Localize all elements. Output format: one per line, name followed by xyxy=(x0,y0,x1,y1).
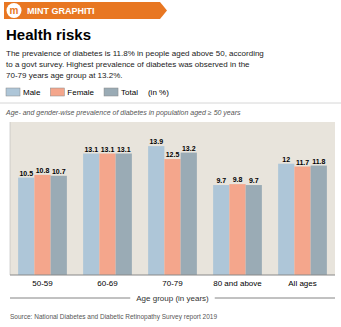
data-label: 10.5 xyxy=(19,170,33,177)
y-axis-line xyxy=(10,122,11,275)
x-label: Age group (in years) xyxy=(136,294,209,303)
data-label: 13.2 xyxy=(182,145,196,152)
data-label: 10.7 xyxy=(52,168,66,175)
data-label: 13.1 xyxy=(117,146,131,153)
data-label: 12 xyxy=(282,156,290,163)
x-axis-line xyxy=(10,275,335,276)
header: MINT GRAPHITI xyxy=(27,6,95,16)
subtitle: The prevalence of diabetes is 11.8% in p… xyxy=(6,49,264,80)
legend-title: (in %) xyxy=(148,88,169,97)
data-label: 9.7 xyxy=(216,177,226,184)
bar xyxy=(34,175,50,275)
x-tick-label: 60-69 xyxy=(97,279,118,288)
bar xyxy=(148,146,164,275)
bar xyxy=(213,185,229,275)
x-tick-label: 50-59 xyxy=(32,279,53,288)
data-label: 12.5 xyxy=(166,151,180,158)
bar xyxy=(181,153,197,275)
bar xyxy=(83,154,99,275)
data-label: 10.8 xyxy=(36,167,50,174)
legend-label: Male xyxy=(23,88,41,97)
legend-label: Total xyxy=(121,88,138,97)
bar xyxy=(18,178,34,275)
plot-background xyxy=(10,122,335,275)
legend-swatch xyxy=(104,88,118,96)
legend-swatch xyxy=(50,88,64,96)
data-label: 11.8 xyxy=(312,158,325,165)
data-label: 13.1 xyxy=(84,146,98,153)
bar xyxy=(311,166,327,275)
x-tick-label: 70-79 xyxy=(162,279,183,288)
data-label: 13.9 xyxy=(149,138,163,145)
data-label: 13.1 xyxy=(101,146,115,153)
legend-label: Female xyxy=(67,88,94,97)
bar xyxy=(278,164,294,275)
separator xyxy=(0,103,341,104)
data-label: 9.8 xyxy=(233,176,243,183)
legend-swatch xyxy=(6,88,20,96)
logo: m xyxy=(10,5,19,16)
chart-subtitle: Age- and gender-wise prevalence of diabe… xyxy=(5,109,241,117)
source: Source: National Diabetes and Diabetic R… xyxy=(10,313,217,321)
x-label-rule xyxy=(215,298,335,299)
bar xyxy=(294,167,310,275)
data-labels: 10.5 13.1 13.9 9.7 12 10.8 13.1 12.5 9.8 11.7 10.7… xyxy=(19,138,325,184)
bar xyxy=(99,154,115,275)
x-tick-label: 80 and above xyxy=(213,279,262,288)
legend: Male Female Total (in %) xyxy=(6,88,169,97)
x-label-rule xyxy=(10,298,130,299)
bar xyxy=(246,185,262,275)
data-label: 11.7 xyxy=(296,159,309,166)
data-label: 9.7 xyxy=(249,177,259,184)
bars xyxy=(18,146,327,275)
bar xyxy=(116,154,132,275)
header-banner xyxy=(4,2,167,19)
logo-circle xyxy=(7,3,22,18)
bar xyxy=(229,184,245,275)
title: Health risks xyxy=(6,26,91,43)
x-tick-label: All ages xyxy=(288,279,316,288)
bar xyxy=(51,176,67,275)
bar xyxy=(164,159,180,275)
